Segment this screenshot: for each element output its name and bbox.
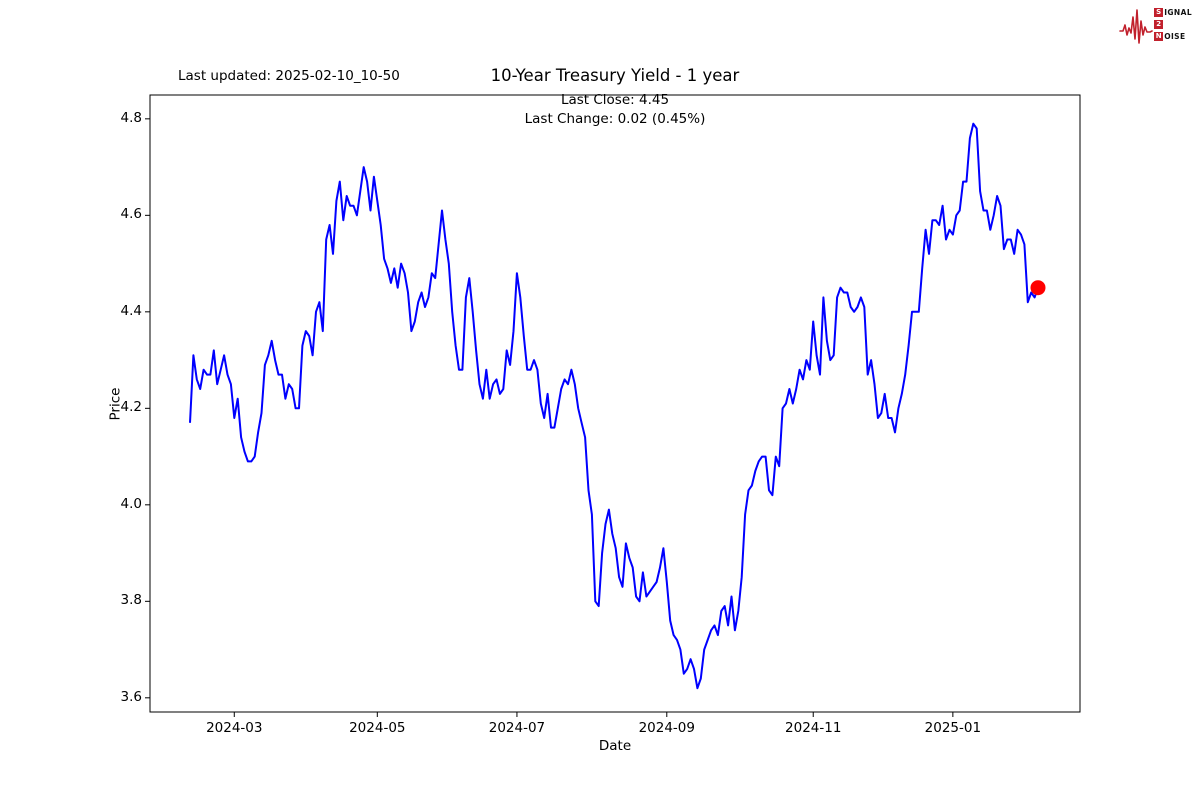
waveform-icon	[1119, 9, 1153, 44]
signal2noise-logo: S IGNAL 2 N OISE	[1119, 5, 1192, 47]
x-tick-label: 2024-05	[349, 720, 406, 736]
price-line	[189, 122, 1039, 690]
y-tick-label: 4.6	[120, 206, 142, 223]
last-close-marker	[1030, 280, 1046, 296]
logo-letter-2: 2	[1154, 20, 1164, 29]
logo-row-signal: S IGNAL	[1154, 8, 1192, 17]
logo-row-2: 2	[1154, 20, 1192, 29]
x-tick-label: 2025-01	[924, 720, 982, 736]
y-tick-label: 3.8	[120, 592, 142, 609]
x-axis-label: Date	[598, 738, 632, 754]
logo-row-noise: N OISE	[1154, 32, 1186, 41]
x-tick-label: 2024-11	[785, 720, 842, 736]
subtitle-last-change: Last Change: 0.02 (0.45%)	[524, 110, 706, 127]
x-tick-label: 2024-07	[488, 720, 546, 736]
x-tick-label: 2024-09	[638, 720, 695, 736]
subtitle-last-close: Last Close: 4.45	[560, 92, 670, 108]
logo-letter-s: S	[1154, 8, 1164, 17]
chart-title: 10-Year Treasury Yield - 1 year	[490, 66, 740, 85]
logo-letter-n: N	[1154, 32, 1164, 41]
y-tick-label: 3.6	[120, 688, 142, 705]
y-tick-label: 4.0	[120, 495, 142, 512]
logo-text: S IGNAL 2 N OISE	[1154, 8, 1192, 41]
y-tick-label: 4.8	[120, 109, 142, 126]
y-tick-label: 4.2	[120, 399, 142, 416]
axes-frame	[149, 94, 1081, 713]
y-tick-label: 4.4	[120, 302, 142, 319]
chart-subtitle: Last Close: 4.45 Last Change: 0.02 (0.45…	[150, 91, 1080, 128]
x-tick-label: 2024-03	[206, 720, 263, 736]
last-updated-text: Last updated: 2025-02-10_10-50	[178, 68, 400, 84]
